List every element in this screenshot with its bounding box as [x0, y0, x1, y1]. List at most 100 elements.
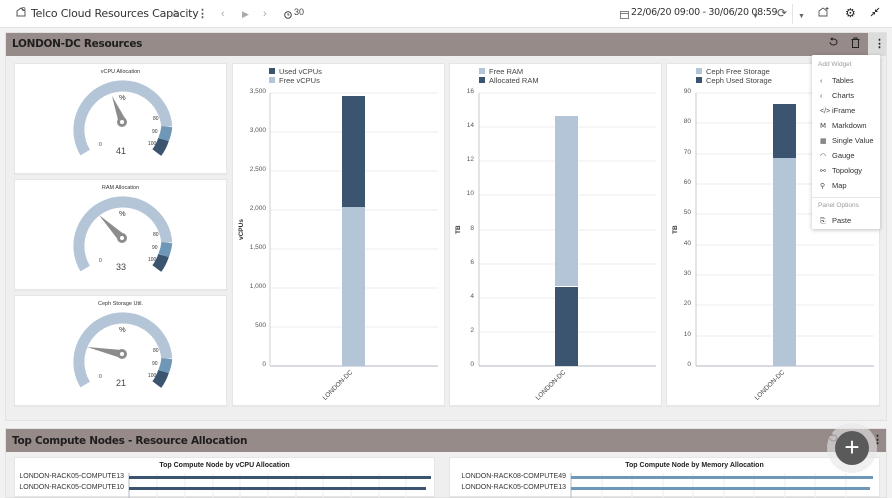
gauge-tick: 90	[152, 129, 158, 135]
legend-item[interactable]: Allocated RAM	[479, 76, 539, 85]
y-axis-label: vCPUs	[238, 219, 245, 240]
chart-legend: Used vCPUs Free vCPUs	[269, 67, 322, 85]
refresh-icon[interactable]: ⟳	[777, 6, 788, 20]
dashboard-icon	[15, 6, 27, 23]
panel-title: Top Compute Nodes - Resource Allocation	[12, 435, 248, 447]
menu-item-tables[interactable]: ‹ Tables	[820, 76, 854, 85]
legend-item[interactable]: Ceph Used Storage	[696, 76, 772, 85]
bar-label: LONDON-RACK08-COMPUTE49	[461, 473, 566, 480]
gauge-ceph	[73, 312, 173, 388]
chevron-left-icon: ‹	[820, 93, 823, 100]
menu-item-charts[interactable]: ‹ Charts	[820, 91, 855, 100]
play-icon[interactable]: ▶	[242, 9, 249, 19]
refresh-interval[interactable]: 30	[294, 7, 305, 17]
topology-icon: ⚯	[820, 168, 826, 175]
gear-icon[interactable]: ⚙	[845, 6, 856, 20]
gauge-tick: 100	[148, 141, 157, 147]
menu-item-iframe[interactable]: </> iFrame	[820, 106, 856, 115]
gauge-card-ram[interactable]: RAM Allocation % 0 80 90 100 33	[14, 179, 227, 290]
legend-item[interactable]: Ceph Free Storage	[696, 67, 772, 76]
panel-menu-button[interactable]: ⋮	[868, 33, 886, 56]
bar-label: LONDON-RACK05-COMPUTE10	[19, 484, 124, 491]
star-outline-icon[interactable]: ☆	[170, 8, 180, 20]
gauge-value: 41	[116, 146, 127, 156]
gauge-icon: ◠	[820, 153, 827, 160]
legend-item[interactable]: Used vCPUs	[269, 67, 322, 76]
chevron-right-icon[interactable]: ›	[263, 8, 267, 20]
dashboard-title: Telco Cloud Resources Capacity	[31, 7, 199, 20]
add-dashboard-icon[interactable]	[818, 6, 830, 22]
chevron-left-icon[interactable]: ‹	[221, 8, 225, 20]
undo-icon[interactable]	[828, 37, 839, 50]
plus-icon: +	[844, 432, 860, 462]
y-axis-label: TB	[455, 225, 462, 234]
gauge-card-ceph[interactable]: Ceph Storage Util. % 0 80 90 100 21	[14, 295, 227, 406]
markdown-icon: Ⅿ	[820, 123, 827, 130]
chevron-left-icon: ‹	[820, 78, 823, 85]
chart-title: Top Compute Node by Memory Allocation	[625, 462, 764, 469]
chart-legend: Free RAM Allocated RAM	[479, 67, 539, 85]
menu-item-topology[interactable]: ⚯ Topology	[820, 166, 863, 175]
gauge-tick: 0	[99, 142, 102, 148]
add-panel-button[interactable]: +	[835, 431, 869, 465]
gauge-tick: 0	[99, 258, 102, 264]
chart-plot	[695, 92, 874, 367]
calendar-icon[interactable]	[620, 8, 629, 24]
gauge-tick: 100	[148, 373, 157, 379]
menu-item-single-value[interactable]: ▦ Single Value	[820, 136, 874, 145]
menu-section-add-widget: Add Widget	[818, 61, 852, 68]
chart-card-vcpus[interactable]: Used vCPUs Free vCPUs 3,500 3,000 2,500 …	[232, 63, 445, 406]
trash-icon[interactable]	[851, 37, 860, 51]
menu-item-gauge[interactable]: ◠ Gauge	[820, 151, 855, 160]
panel-title: LONDON-DC Resources	[12, 38, 143, 50]
gauge-vcpu	[73, 80, 173, 156]
gauge-value: 33	[116, 262, 127, 272]
chart-card-top-memory-nodes[interactable]: Top Compute Node by Memory Allocation LO…	[449, 457, 880, 498]
menu-item-map[interactable]: ⚲ Map	[820, 181, 847, 190]
panel-header: LONDON-DC Resources ⋮	[6, 33, 886, 56]
menu-divider	[812, 197, 880, 198]
code-icon: </>	[820, 108, 831, 115]
chart-card-ram[interactable]: Free RAM Allocated RAM 16 14 12 10 8 6 4…	[449, 63, 662, 406]
chart-plot	[478, 92, 656, 367]
calculator-icon: ▦	[820, 138, 827, 145]
gauge-ram	[73, 196, 173, 272]
kebab-icon[interactable]: ⋮	[874, 38, 885, 50]
gauge-tick: 90	[152, 361, 158, 367]
kebab-icon[interactable]: ⋮	[197, 8, 208, 20]
bar-label: LONDON-RACK05-COMPUTE13	[19, 473, 124, 480]
chart-legend: Ceph Free Storage Ceph Used Storage	[696, 67, 772, 85]
gauge-unit: %	[119, 93, 126, 102]
gauge-card-vcpu[interactable]: vCPU Allocation % 0 80 90 100 41	[14, 63, 227, 174]
date-range-picker[interactable]: 22/06/20 09:00 - 30/06/20 08:59	[631, 7, 778, 18]
clock-icon[interactable]	[284, 8, 292, 24]
legend-item[interactable]: Free RAM	[479, 67, 539, 76]
gauge-tick: 80	[153, 348, 159, 354]
paste-icon: ⎘	[820, 218, 826, 225]
menu-item-markdown[interactable]: Ⅿ Markdown	[820, 121, 867, 130]
map-icon: ⚲	[820, 183, 826, 190]
gauge-tick: 100	[148, 257, 157, 263]
gauge-tick: 0	[99, 374, 102, 380]
gauge-title: vCPU Allocation	[100, 69, 141, 75]
gauge-tick: 80	[153, 232, 159, 238]
gauge-tick: 90	[152, 245, 158, 251]
caret-down-icon[interactable]: ▼	[752, 13, 759, 20]
gauge-unit: %	[119, 209, 126, 218]
bar-label: LONDON-RACK05-COMPUTE13	[461, 484, 566, 491]
caret-down-icon[interactable]: ▼	[798, 13, 805, 20]
gauge-value: 21	[116, 378, 127, 388]
gauge-title: RAM Allocation	[101, 185, 140, 191]
menu-item-paste[interactable]: ⎘ Paste	[820, 216, 852, 225]
kebab-icon[interactable]: ⋮	[872, 434, 883, 446]
menu-section-panel-options: Panel Options	[818, 202, 859, 209]
legend-item[interactable]: Free vCPUs	[269, 76, 322, 85]
gauge-title: Ceph Storage Util.	[98, 301, 143, 307]
top-bar: Telco Cloud Resources Capacity ☆ ⋮ ‹ ▶ ›…	[0, 0, 892, 28]
gauge-unit: %	[119, 325, 126, 334]
chart-title: Top Compute Node by vCPU Allocation	[159, 462, 290, 469]
chart-card-top-vcpu-nodes[interactable]: Top Compute Node by vCPU Allocation LOND…	[14, 457, 435, 498]
minimize-icon[interactable]	[870, 6, 880, 22]
divider	[792, 4, 793, 24]
chart-plot	[269, 92, 438, 367]
